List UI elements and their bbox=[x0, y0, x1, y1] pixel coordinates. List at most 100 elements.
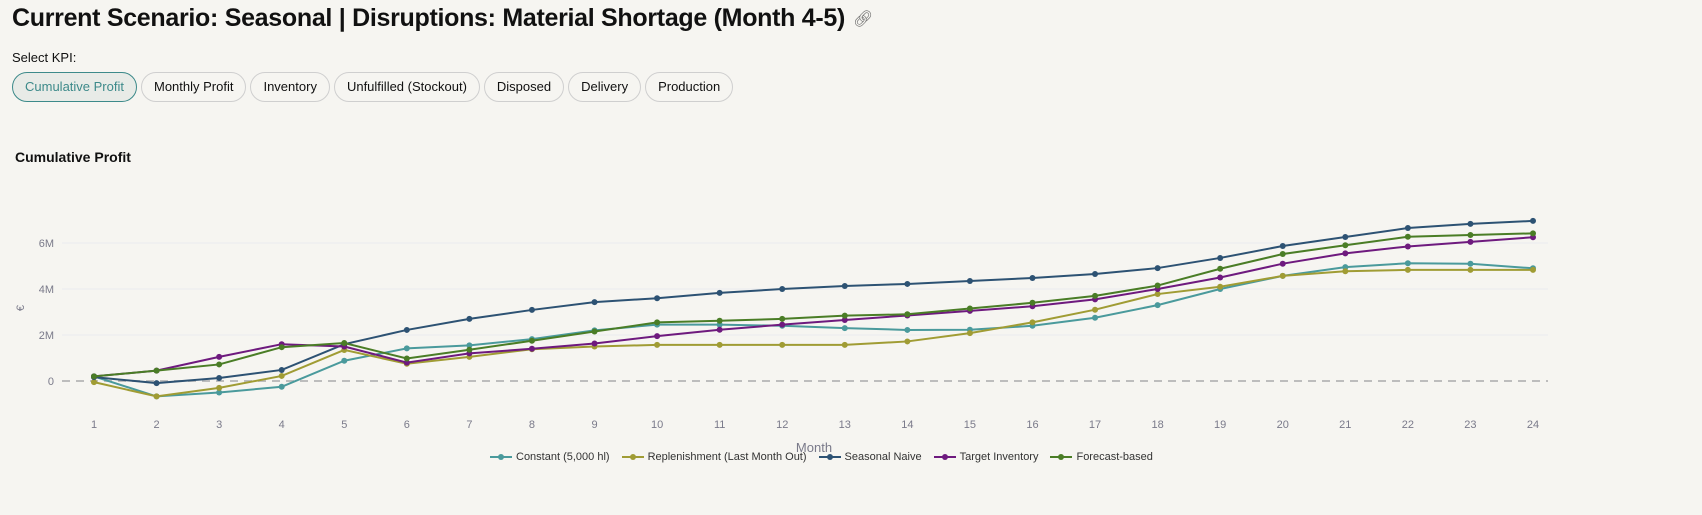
data-point bbox=[278, 383, 285, 390]
data-point bbox=[91, 373, 97, 380]
data-point bbox=[1404, 233, 1411, 240]
data-point bbox=[403, 345, 410, 352]
legend-item[interactable]: Seasonal Naive bbox=[818, 451, 922, 463]
data-point bbox=[1342, 268, 1349, 275]
data-point bbox=[1342, 234, 1349, 241]
kpi-selector: Cumulative Profit Monthly Profit Invento… bbox=[12, 72, 734, 102]
data-point bbox=[779, 286, 786, 292]
series-line bbox=[93, 262, 1534, 398]
y-tick-label: 0 bbox=[48, 376, 54, 388]
data-point bbox=[904, 311, 911, 318]
data-point bbox=[1467, 238, 1474, 245]
series-line bbox=[93, 232, 1534, 378]
page-title-text: Current Scenario: Seasonal | Disruptions… bbox=[12, 4, 846, 32]
data-point bbox=[716, 289, 723, 296]
data-point bbox=[1092, 314, 1099, 321]
data-point bbox=[528, 306, 535, 313]
data-point bbox=[1092, 271, 1099, 278]
kpi-inventory[interactable]: Inventory bbox=[250, 72, 330, 102]
data-point bbox=[904, 338, 911, 345]
data-point bbox=[1154, 291, 1161, 298]
data-point bbox=[1530, 217, 1536, 224]
y-tick-label: 6M bbox=[39, 238, 54, 250]
data-point bbox=[654, 295, 661, 302]
legend-label: Constant (5,000 hl) bbox=[516, 451, 610, 463]
legend-label: Target Inventory bbox=[959, 451, 1039, 463]
legend-label: Replenishment (Last Month Out) bbox=[647, 451, 807, 463]
data-point bbox=[1279, 272, 1286, 279]
x-tick-label: 6 bbox=[404, 419, 410, 431]
data-point bbox=[1154, 265, 1161, 272]
legend-item[interactable]: Constant (5,000 hl) bbox=[490, 451, 610, 463]
data-point bbox=[466, 315, 473, 322]
x-tick-label: 21 bbox=[1339, 419, 1351, 431]
data-point bbox=[1279, 242, 1286, 249]
data-point bbox=[1217, 283, 1224, 290]
kpi-monthly-profit[interactable]: Monthly Profit bbox=[140, 72, 247, 102]
legend-swatch bbox=[621, 454, 644, 460]
data-point bbox=[1092, 306, 1099, 313]
series-line bbox=[93, 268, 1533, 398]
data-point bbox=[904, 280, 911, 287]
x-tick-label: 3 bbox=[216, 419, 222, 431]
data-point bbox=[841, 283, 848, 290]
x-tick-label: 18 bbox=[1151, 419, 1163, 431]
data-point bbox=[1217, 254, 1224, 261]
data-point bbox=[278, 366, 285, 373]
x-tick-label: 23 bbox=[1464, 419, 1476, 431]
data-point bbox=[341, 357, 348, 364]
data-point bbox=[1342, 242, 1349, 249]
data-point bbox=[841, 325, 848, 332]
x-tick-label: 1 bbox=[91, 419, 97, 431]
data-point bbox=[966, 305, 973, 312]
data-point bbox=[1029, 274, 1036, 281]
x-tick-label: 8 bbox=[529, 419, 535, 431]
data-point bbox=[216, 384, 223, 391]
legend-item[interactable]: Forecast-based bbox=[1050, 451, 1153, 463]
data-point bbox=[403, 326, 410, 333]
x-tick-label: 19 bbox=[1214, 419, 1226, 431]
data-point bbox=[1467, 231, 1474, 238]
kpi-label: Select KPI: bbox=[12, 50, 77, 65]
data-point bbox=[528, 345, 535, 352]
data-point bbox=[1530, 266, 1536, 273]
data-point bbox=[91, 379, 97, 386]
data-point bbox=[591, 328, 598, 335]
kpi-cumulative-profit[interactable]: Cumulative Profit bbox=[12, 72, 137, 102]
data-point bbox=[1217, 265, 1224, 272]
data-point bbox=[841, 341, 848, 348]
x-tick-label: 15 bbox=[964, 419, 976, 431]
data-point bbox=[1029, 319, 1036, 326]
kpi-production[interactable]: Production bbox=[645, 72, 734, 102]
data-point bbox=[1404, 260, 1411, 267]
data-point bbox=[278, 372, 285, 379]
legend-swatch bbox=[933, 454, 956, 460]
data-point bbox=[1530, 230, 1536, 237]
data-point bbox=[966, 277, 973, 284]
kpi-disposed[interactable]: Disposed bbox=[483, 72, 565, 102]
legend-swatch bbox=[490, 454, 512, 460]
legend-label: Forecast-based bbox=[1076, 451, 1153, 463]
data-point bbox=[716, 341, 723, 348]
kpi-unfulfilled[interactable]: Unfulfilled (Stockout) bbox=[333, 72, 480, 102]
data-point bbox=[779, 321, 786, 328]
link-icon[interactable]: 🔗︎ bbox=[853, 10, 874, 28]
data-point bbox=[216, 353, 223, 360]
data-point bbox=[966, 330, 973, 337]
data-point bbox=[403, 355, 410, 362]
data-point bbox=[716, 326, 723, 333]
kpi-delivery[interactable]: Delivery bbox=[568, 72, 642, 102]
legend-item[interactable]: Replenishment (Last Month Out) bbox=[621, 451, 807, 463]
data-point bbox=[1279, 260, 1286, 267]
x-tick-label: 22 bbox=[1402, 419, 1414, 431]
data-point bbox=[153, 393, 160, 400]
legend-item[interactable]: Target Inventory bbox=[933, 451, 1039, 463]
data-point bbox=[654, 319, 661, 326]
data-point bbox=[654, 341, 661, 348]
data-point bbox=[779, 315, 786, 322]
legend-swatch bbox=[1050, 454, 1073, 460]
data-point bbox=[466, 346, 473, 353]
data-point bbox=[1404, 243, 1411, 250]
data-point bbox=[1279, 251, 1286, 258]
data-point bbox=[591, 340, 598, 347]
